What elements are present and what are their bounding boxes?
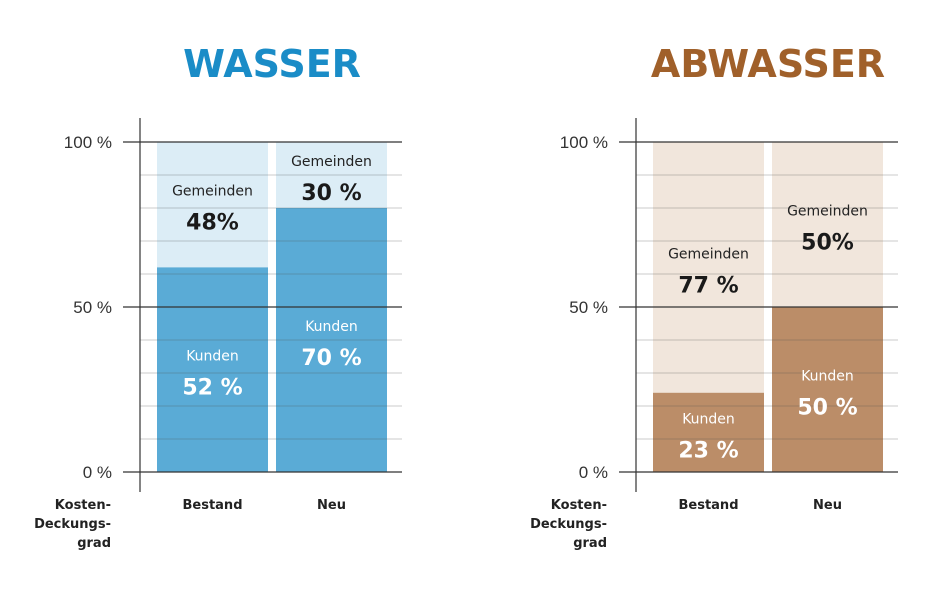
y-axis-label: Deckungs-: [530, 517, 607, 532]
segment-name-kunden: Kunden: [682, 411, 735, 427]
segment-name-gemeinden: Gemeinden: [291, 154, 372, 170]
data-label-gemeinden: 50%: [801, 231, 854, 256]
segment-name-kunden: Kunden: [186, 349, 239, 365]
data-label-gemeinden: 30 %: [301, 181, 361, 206]
segment-name-kunden: Kunden: [801, 369, 854, 385]
y-tick-label: 100 %: [560, 133, 608, 152]
data-label-kunden: 23 %: [678, 438, 738, 463]
y-axis-label: Deckungs-: [34, 517, 111, 532]
y-axis-label: grad: [77, 536, 111, 551]
data-label-gemeinden: 77 %: [678, 273, 738, 298]
x-tick-label: Bestand: [182, 498, 242, 513]
y-tick-label: 0 %: [83, 463, 112, 482]
y-tick-label: 0 %: [579, 463, 608, 482]
bar-kunden-neu: [772, 307, 883, 472]
y-tick-label: 100 %: [64, 133, 112, 152]
bar-kunden-bestand: [157, 267, 268, 472]
segment-name-kunden: Kunden: [305, 319, 358, 335]
y-axis-label: Kosten-: [55, 498, 111, 513]
data-label-kunden: 70 %: [301, 346, 361, 371]
chart-title: WASSER: [183, 42, 361, 86]
data-label-kunden: 52 %: [182, 376, 242, 401]
data-label-kunden: 50 %: [797, 396, 857, 421]
x-tick-label: Bestand: [678, 498, 738, 513]
x-tick-label: Neu: [813, 498, 842, 513]
chart-title: ABWASSER: [651, 42, 885, 86]
y-axis-label: grad: [573, 536, 607, 551]
y-tick-label: 50 %: [569, 298, 608, 317]
segment-name-gemeinden: Gemeinden: [787, 204, 868, 220]
y-axis-label: Kosten-: [551, 498, 607, 513]
data-label-gemeinden: 48%: [186, 211, 239, 236]
x-tick-label: Neu: [317, 498, 346, 513]
segment-name-gemeinden: Gemeinden: [668, 246, 749, 262]
y-tick-label: 50 %: [73, 298, 112, 317]
segment-name-gemeinden: Gemeinden: [172, 184, 253, 200]
